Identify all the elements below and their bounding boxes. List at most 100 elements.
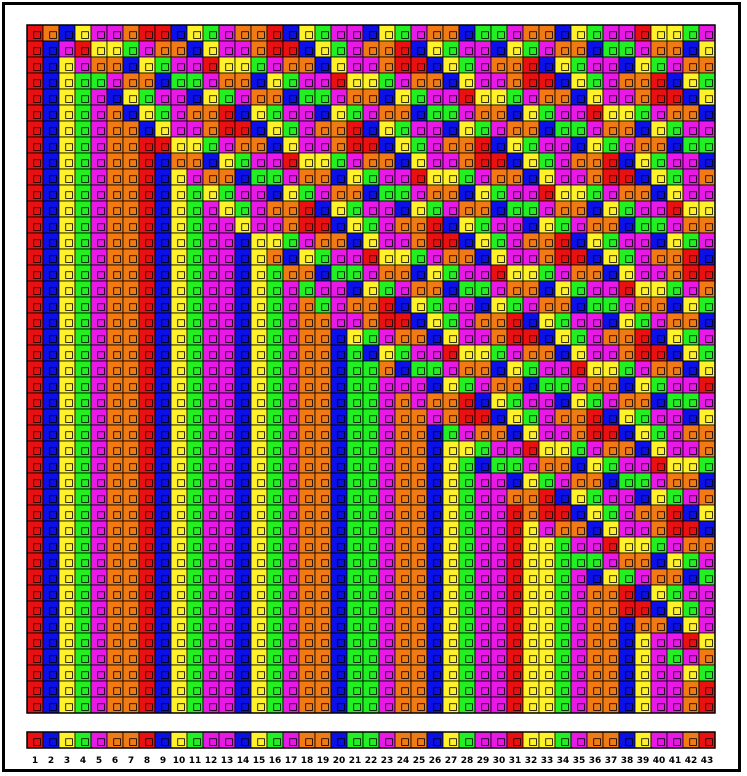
grid-cell — [250, 120, 268, 138]
grid-cell — [378, 296, 396, 314]
grid-cell — [250, 88, 268, 106]
grid-cell — [314, 552, 332, 570]
grid-cell — [186, 424, 204, 442]
grid-cell — [682, 392, 700, 410]
grid-cell — [346, 664, 364, 682]
grid-cell — [650, 264, 668, 282]
grid-cell — [186, 360, 204, 378]
grid-cell — [394, 40, 412, 58]
grid-cell — [666, 344, 684, 362]
grid-cell — [90, 696, 108, 714]
grid-cell — [650, 136, 668, 154]
grid-cell — [410, 328, 428, 346]
grid-cell — [682, 680, 700, 698]
grid-cell — [506, 344, 524, 362]
grid-cell — [586, 680, 604, 698]
grid-cell — [234, 232, 252, 250]
grid-cell — [586, 472, 604, 490]
grid-cell — [490, 104, 508, 122]
grid-cell — [362, 136, 380, 154]
grid-cell — [282, 504, 300, 522]
grid-cell — [202, 408, 220, 426]
grid-cell — [506, 456, 524, 474]
grid-cell — [218, 456, 236, 474]
grid-cell — [202, 440, 220, 458]
grid-cell — [602, 408, 620, 426]
key-cell — [378, 731, 396, 749]
grid-cell — [618, 392, 636, 410]
grid-cell — [90, 360, 108, 378]
grid-cell — [618, 456, 636, 474]
grid-cell — [474, 344, 492, 362]
grid-cell — [602, 104, 620, 122]
grid-cell — [330, 600, 348, 618]
grid-cell — [250, 168, 268, 186]
grid-cell — [650, 504, 668, 522]
grid-cell — [282, 88, 300, 106]
grid-cell — [74, 120, 92, 138]
grid-cell — [682, 88, 700, 106]
grid-cell — [410, 56, 428, 74]
grid-cell — [570, 56, 588, 74]
grid-cell — [122, 344, 140, 362]
grid-cell — [538, 280, 556, 298]
grid-cell — [666, 216, 684, 234]
grid-cell — [58, 568, 76, 586]
grid-cell — [282, 456, 300, 474]
grid-cell — [506, 216, 524, 234]
grid-cell — [90, 488, 108, 506]
grid-cell — [90, 136, 108, 154]
grid-cell — [410, 264, 428, 282]
grid-cell — [170, 360, 188, 378]
grid-cell — [394, 136, 412, 154]
grid-cell — [234, 104, 252, 122]
grid-cell — [266, 616, 284, 634]
grid-cell — [314, 536, 332, 554]
grid-cell — [602, 648, 620, 666]
grid-cell — [42, 136, 60, 154]
grid-cell — [586, 392, 604, 410]
grid-cell — [458, 168, 476, 186]
grid-cell — [554, 232, 572, 250]
grid-cell — [394, 216, 412, 234]
grid-cell — [330, 24, 348, 42]
grid-cell — [602, 120, 620, 138]
column-label: 31 — [509, 756, 522, 766]
grid-cell — [554, 312, 572, 330]
grid-cell — [538, 264, 556, 282]
grid-cell — [106, 344, 124, 362]
grid-cell — [282, 232, 300, 250]
grid-cell — [218, 328, 236, 346]
grid-cell — [90, 104, 108, 122]
grid-cell — [634, 248, 652, 266]
grid-cell — [490, 232, 508, 250]
grid-cell — [154, 600, 172, 618]
grid-cell — [618, 600, 636, 618]
grid-cell — [170, 504, 188, 522]
grid-cell — [682, 488, 700, 506]
grid-cell — [538, 536, 556, 554]
key-cell — [298, 731, 316, 749]
grid-cell — [458, 184, 476, 202]
grid-cell — [26, 600, 44, 618]
grid-cell — [346, 200, 364, 218]
grid-cell — [234, 344, 252, 362]
grid-cell — [602, 424, 620, 442]
grid-cell — [650, 440, 668, 458]
grid-cell — [458, 264, 476, 282]
grid-cell — [538, 200, 556, 218]
grid-cell — [106, 232, 124, 250]
grid-cell — [282, 24, 300, 42]
grid-cell — [218, 616, 236, 634]
grid-cell — [426, 152, 444, 170]
grid-cell — [154, 232, 172, 250]
grid-cell — [362, 264, 380, 282]
grid-cell — [202, 216, 220, 234]
grid-cell — [634, 568, 652, 586]
grid-cell — [490, 616, 508, 634]
grid-cell — [218, 536, 236, 554]
grid-cell — [26, 440, 44, 458]
grid-cell — [234, 424, 252, 442]
key-cell — [106, 731, 124, 749]
grid-cell — [74, 248, 92, 266]
